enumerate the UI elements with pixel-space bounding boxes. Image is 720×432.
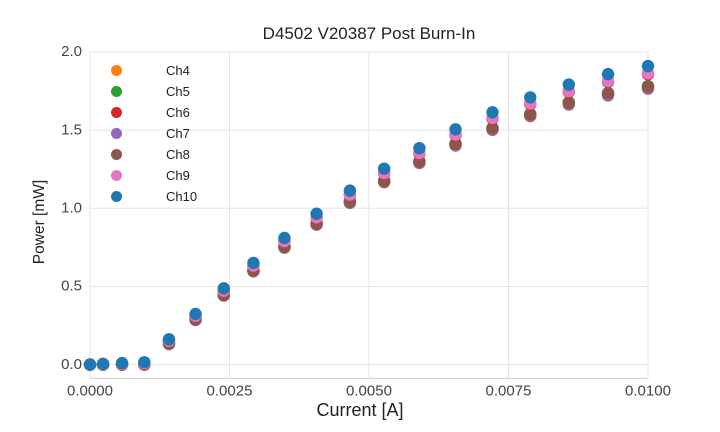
svg-text:1.0: 1.0 xyxy=(61,200,82,217)
svg-text:0.0000: 0.0000 xyxy=(67,382,113,399)
svg-text:0.0050: 0.0050 xyxy=(346,382,392,399)
svg-text:0.0: 0.0 xyxy=(61,356,82,373)
svg-text:0.0100: 0.0100 xyxy=(625,382,671,399)
svg-text:0.0025: 0.0025 xyxy=(207,382,253,399)
svg-text:2.0: 2.0 xyxy=(61,43,82,60)
svg-text:0.0075: 0.0075 xyxy=(486,382,532,399)
svg-text:0.5: 0.5 xyxy=(61,278,82,295)
svg-text:1.5: 1.5 xyxy=(61,121,82,138)
